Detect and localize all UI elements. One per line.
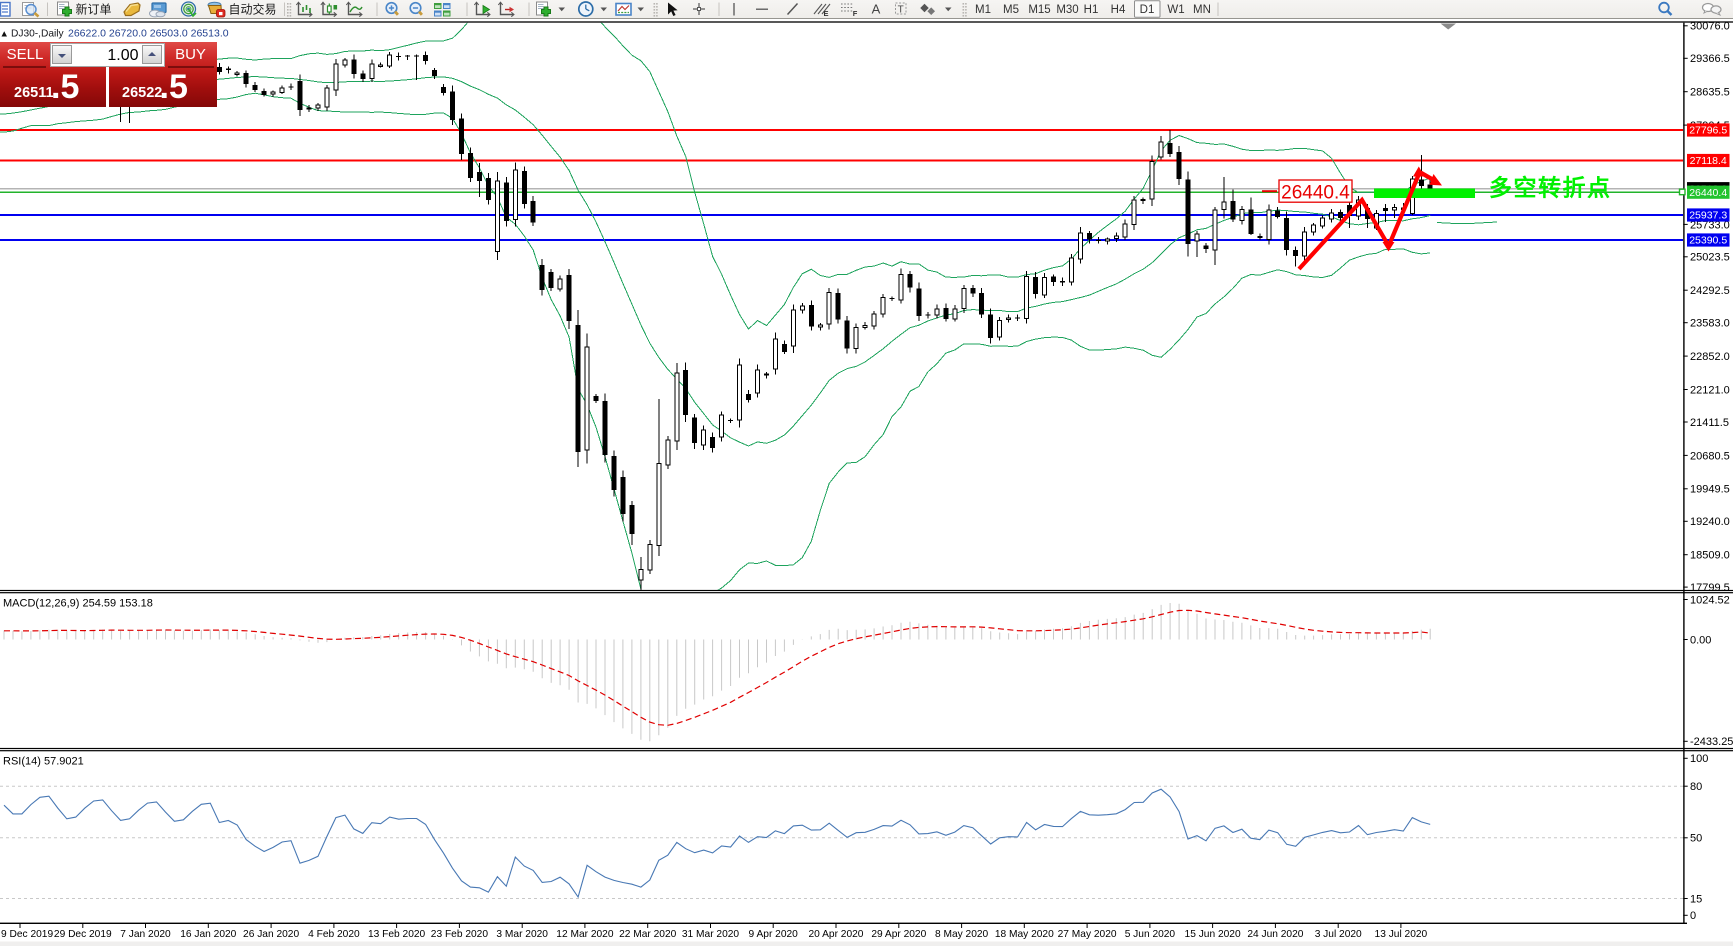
svg-text:28635.5: 28635.5 [1690,87,1730,99]
svg-text:新订单: 新订单 [76,2,112,17]
svg-text:50: 50 [1690,833,1702,845]
svg-text:W1: W1 [1167,4,1184,16]
svg-text:20 Apr 2020: 20 Apr 2020 [809,929,864,940]
svg-text:M1: M1 [975,4,991,16]
svg-text:H1: H1 [1084,4,1099,16]
svg-text:80: 80 [1690,781,1702,793]
svg-text:21411.5: 21411.5 [1690,417,1729,429]
svg-text:22852.0: 22852.0 [1690,351,1730,363]
svg-text:26440.4: 26440.4 [1281,182,1350,203]
svg-text:31 Mar 2020: 31 Mar 2020 [682,929,740,940]
svg-text:22 Mar 2020: 22 Mar 2020 [619,929,677,940]
svg-text:27 May 2020: 27 May 2020 [1058,929,1117,940]
svg-text:15: 15 [1690,893,1702,905]
svg-text:M5: M5 [1003,4,1019,16]
svg-text:18 May 2020: 18 May 2020 [995,929,1054,940]
svg-text:13 Feb 2020: 13 Feb 2020 [368,929,426,940]
svg-text:23583.0: 23583.0 [1690,318,1730,330]
svg-text:100: 100 [1690,753,1708,765]
svg-text:18509.0: 18509.0 [1690,550,1730,562]
svg-text:19949.5: 19949.5 [1690,484,1730,496]
svg-text:13 Jul 2020: 13 Jul 2020 [1375,929,1428,940]
svg-text:29 Dec 2019: 29 Dec 2019 [54,929,112,940]
svg-text:4 Feb 2020: 4 Feb 2020 [308,929,360,940]
svg-text:1024.52: 1024.52 [1690,594,1730,606]
svg-text:M15: M15 [1028,4,1050,16]
svg-text:20680.5: 20680.5 [1690,450,1730,462]
svg-text:25023.5: 25023.5 [1690,252,1730,264]
svg-text:26 Jan 2020: 26 Jan 2020 [243,929,299,940]
svg-text:25937.3: 25937.3 [1689,210,1727,222]
svg-text:29 Apr 2020: 29 Apr 2020 [871,929,926,940]
svg-text:A: A [872,2,881,17]
svg-text:24292.5: 24292.5 [1690,285,1730,297]
svg-text:3 Jul 2020: 3 Jul 2020 [1315,929,1362,940]
svg-text:DJ30-,Daily: DJ30-,Daily [11,29,65,40]
svg-text:25390.5: 25390.5 [1689,235,1727,247]
svg-text:12 Mar 2020: 12 Mar 2020 [556,929,614,940]
svg-text:T: T [898,5,904,16]
svg-text:29366.5: 29366.5 [1690,53,1730,65]
svg-text:7 Jan 2020: 7 Jan 2020 [120,929,171,940]
svg-text:9 Dec 2019: 9 Dec 2019 [1,929,53,940]
svg-text:25733.0: 25733.0 [1690,219,1730,231]
svg-text:3 Mar 2020: 3 Mar 2020 [496,929,548,940]
svg-text:27796.5: 27796.5 [1689,125,1727,137]
svg-text:26622.0 26720.0 26503.0 26513.: 26622.0 26720.0 26503.0 26513.0 [68,28,229,40]
svg-text:22121.0: 22121.0 [1690,384,1730,396]
svg-text:27118.4: 27118.4 [1690,155,1727,167]
svg-text:H4: H4 [1111,4,1126,16]
svg-text:8 May 2020: 8 May 2020 [935,929,989,940]
svg-text:19240.0: 19240.0 [1690,516,1730,528]
svg-text:0: 0 [1690,910,1696,922]
svg-text:30076.0: 30076.0 [1690,21,1730,33]
svg-text:RSI(14) 57.9021: RSI(14) 57.9021 [3,755,84,767]
svg-text:自动交易: 自动交易 [229,2,277,17]
svg-text:E: E [823,9,828,18]
svg-text:26440.4: 26440.4 [1689,187,1727,199]
svg-text:9 Apr 2020: 9 Apr 2020 [749,929,799,940]
svg-text:16 Jan 2020: 16 Jan 2020 [180,929,236,940]
svg-text:MACD(12,26,9) 254.59 153.18: MACD(12,26,9) 254.59 153.18 [3,598,153,610]
svg-text:-2433.25: -2433.25 [1690,736,1733,748]
svg-text:0.00: 0.00 [1690,634,1711,646]
svg-text:15 Jun 2020: 15 Jun 2020 [1185,929,1241,940]
svg-text:24 Jun 2020: 24 Jun 2020 [1247,929,1303,940]
svg-text:17799.5: 17799.5 [1690,582,1730,594]
svg-text:MN: MN [1193,4,1211,16]
svg-text:D1: D1 [1140,4,1155,16]
svg-text:M30: M30 [1056,4,1078,16]
svg-text:多空转折点: 多空转折点 [1489,175,1612,201]
svg-text:F: F [853,9,858,18]
svg-text:23 Feb 2020: 23 Feb 2020 [431,929,489,940]
svg-text:5 Jun 2020: 5 Jun 2020 [1125,929,1176,940]
